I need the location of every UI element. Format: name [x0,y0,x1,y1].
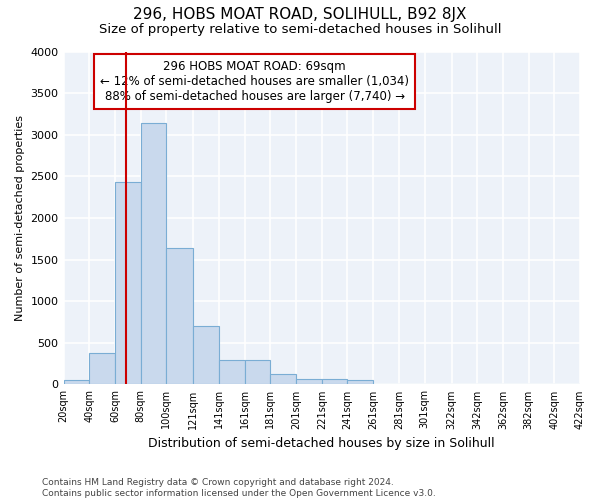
Bar [271,374,296,384]
Bar [140,123,166,384]
Bar [89,353,115,384]
Y-axis label: Number of semi-detached properties: Number of semi-detached properties [15,115,25,321]
Text: Size of property relative to semi-detached houses in Solihull: Size of property relative to semi-detach… [99,22,501,36]
Bar [219,360,245,384]
Text: Contains HM Land Registry data © Crown copyright and database right 2024.
Contai: Contains HM Land Registry data © Crown c… [42,478,436,498]
Bar [115,182,140,384]
Bar [347,380,373,384]
Bar [296,378,322,384]
Text: 296 HOBS MOAT ROAD: 69sqm
← 12% of semi-detached houses are smaller (1,034)
88% : 296 HOBS MOAT ROAD: 69sqm ← 12% of semi-… [100,60,409,103]
Bar [245,360,271,384]
Bar [166,248,193,384]
Bar [322,380,347,384]
Bar [193,326,219,384]
Text: 296, HOBS MOAT ROAD, SOLIHULL, B92 8JX: 296, HOBS MOAT ROAD, SOLIHULL, B92 8JX [133,8,467,22]
X-axis label: Distribution of semi-detached houses by size in Solihull: Distribution of semi-detached houses by … [148,437,495,450]
Bar [64,380,89,384]
